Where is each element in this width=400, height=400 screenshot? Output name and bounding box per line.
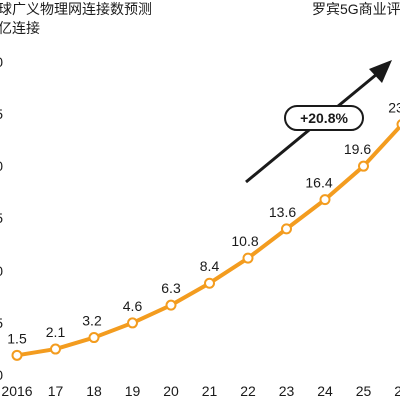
x-tick-label: 24: [317, 383, 333, 399]
x-tick-label: 22: [240, 383, 256, 399]
x-tick-label: 2016: [1, 383, 32, 399]
data-point: [242, 252, 254, 264]
data-label: 1.5: [7, 330, 27, 346]
x-tick-label: 23: [279, 383, 295, 399]
cagr-badge: [284, 105, 364, 131]
x-tick-label: 21: [202, 383, 218, 399]
y-tick-label: 0: [0, 54, 3, 70]
unit-label: 亿连接: [0, 20, 40, 36]
series-line: [15, 123, 400, 358]
data-label: 8.4: [200, 258, 220, 274]
data-point: [358, 160, 369, 172]
data-point: [165, 299, 177, 311]
data-label: 13.6: [269, 204, 296, 220]
x-tick-label: 19: [125, 383, 141, 399]
data-point: [396, 119, 400, 130]
cagr-badge-label: +20.8%: [300, 110, 348, 126]
data-point: [281, 223, 292, 235]
x-tick-label: 25: [356, 383, 372, 399]
data-point: [127, 317, 138, 329]
chart-title: 球广义物理网连接数预测: [0, 1, 152, 17]
data-point: [204, 277, 215, 289]
data-label: 6.3: [161, 280, 181, 296]
trend-arrow-head: [369, 60, 392, 83]
data-point: [11, 349, 23, 361]
x-tick-label: 20: [163, 383, 179, 399]
data-label: 4.6: [123, 298, 143, 314]
data-point: [88, 332, 100, 344]
y-tick-label: 0: [0, 367, 3, 383]
data-label: 2.1: [46, 324, 66, 340]
y-tick-label: 5: [0, 210, 3, 226]
data-label: 16.4: [305, 175, 332, 191]
x-tick-label: 26: [394, 383, 400, 399]
x-tick-label: 17: [48, 383, 64, 399]
data-point: [319, 194, 331, 206]
data-label: 10.8: [231, 233, 258, 249]
data-point: [50, 343, 61, 355]
x-tick-label: 18: [86, 383, 102, 399]
data-label: 3.2: [82, 313, 102, 329]
y-tick-label: 5: [0, 106, 3, 122]
source-label: 罗宾5G商业评: [312, 1, 400, 17]
y-tick-label: 0: [0, 263, 3, 279]
data-label: 23: [388, 99, 400, 115]
y-tick-label: 5: [0, 315, 3, 331]
data-label: 19.6: [344, 141, 371, 157]
y-tick-label: 0: [0, 158, 3, 174]
